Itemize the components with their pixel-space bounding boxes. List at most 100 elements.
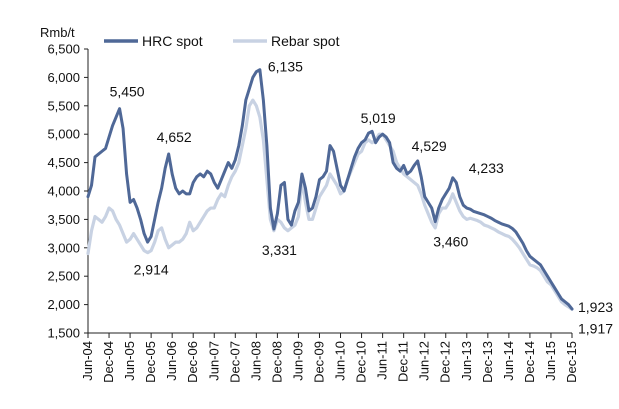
data-point [318, 196, 321, 198]
data-point [448, 201, 450, 203]
data-point [304, 201, 307, 203]
data-point [308, 210, 310, 212]
data-point [424, 204, 426, 206]
data-point [161, 227, 163, 229]
data-point [560, 301, 563, 303]
data-point [290, 224, 293, 226]
data-label: 6,135 [268, 59, 303, 75]
data-point [266, 144, 268, 147]
data-point [280, 221, 282, 223]
data-point [364, 139, 366, 141]
data-point [501, 223, 503, 225]
data-point [245, 127, 247, 130]
legend-item-hrc-spot: HRC spot [104, 33, 203, 49]
data-point [104, 147, 107, 149]
data-point [164, 167, 166, 169]
data-point [259, 116, 261, 118]
data-point [424, 196, 426, 198]
x-tick-label: Dec-12 [438, 341, 453, 383]
data-label: 4,652 [157, 129, 192, 145]
data-point [220, 193, 222, 195]
data-point [322, 190, 324, 192]
y-tick-label: 4,000 [47, 184, 80, 199]
data-point [532, 265, 535, 267]
data-point [445, 193, 447, 195]
data-point [199, 173, 201, 175]
data-point [325, 184, 328, 186]
data-point [129, 201, 131, 203]
data-point [518, 236, 520, 239]
x-tick-label: Dec-07 [227, 341, 242, 383]
data-point [210, 173, 212, 175]
data-point [101, 150, 103, 152]
data-point [171, 173, 173, 175]
data-point [245, 99, 247, 101]
data-point [311, 207, 314, 209]
data-point [462, 215, 464, 218]
data-point [262, 99, 264, 101]
data-point [413, 181, 415, 184]
data-point [87, 252, 89, 255]
data-point [508, 235, 510, 238]
data-point [515, 242, 517, 244]
data-point [508, 225, 510, 227]
data-label: 2,914 [134, 262, 169, 278]
x-tick-label: Dec-05 [143, 341, 158, 383]
data-point [104, 215, 107, 218]
data-label: 1,917 [578, 320, 613, 336]
data-point [252, 76, 254, 78]
data-point [224, 170, 226, 172]
data-point [192, 230, 194, 232]
legend-label: HRC spot [142, 33, 203, 49]
data-point [371, 142, 373, 144]
data-point [189, 193, 191, 195]
data-point [466, 207, 468, 209]
data-point [311, 218, 314, 220]
data-point [259, 69, 261, 71]
data-point [94, 156, 96, 158]
data-point [332, 179, 335, 181]
data-point [143, 250, 145, 252]
data-point [378, 133, 380, 135]
x-tick-label: Jun-05 [122, 341, 137, 381]
data-point [455, 181, 457, 184]
data-point [431, 207, 433, 209]
data-point [504, 234, 506, 236]
data-point [476, 211, 478, 214]
data-point [248, 105, 250, 107]
data-point [125, 241, 128, 243]
x-tick-label: Jun-09 [290, 341, 305, 381]
data-point [301, 173, 303, 175]
data-point [227, 184, 229, 186]
data-label: 1,923 [578, 299, 613, 315]
data-point [339, 184, 342, 186]
data-point [276, 213, 278, 215]
data-point [297, 215, 300, 218]
data-point [525, 250, 528, 252]
x-tick-label: Dec-15 [564, 341, 579, 383]
data-point [518, 247, 520, 249]
data-point [438, 207, 440, 209]
data-point [497, 231, 499, 233]
data-point [494, 219, 496, 222]
data-point [543, 269, 545, 272]
y-tick-label: 5,500 [47, 98, 80, 113]
data-point [206, 170, 208, 172]
data-point [192, 181, 194, 184]
data-point [220, 179, 222, 181]
y-tick-label: 5,000 [47, 127, 80, 142]
data-point [396, 167, 398, 169]
data-point [157, 201, 159, 203]
data-point [564, 301, 566, 303]
data-point [322, 176, 324, 178]
data-point [462, 204, 464, 206]
data-point [417, 184, 419, 186]
data-point [473, 218, 475, 220]
y-tick-label: 2,000 [47, 297, 80, 312]
data-point [147, 252, 149, 254]
data-point [483, 224, 485, 226]
data-point [546, 281, 549, 283]
data-point [336, 184, 338, 186]
data-point [543, 275, 545, 277]
